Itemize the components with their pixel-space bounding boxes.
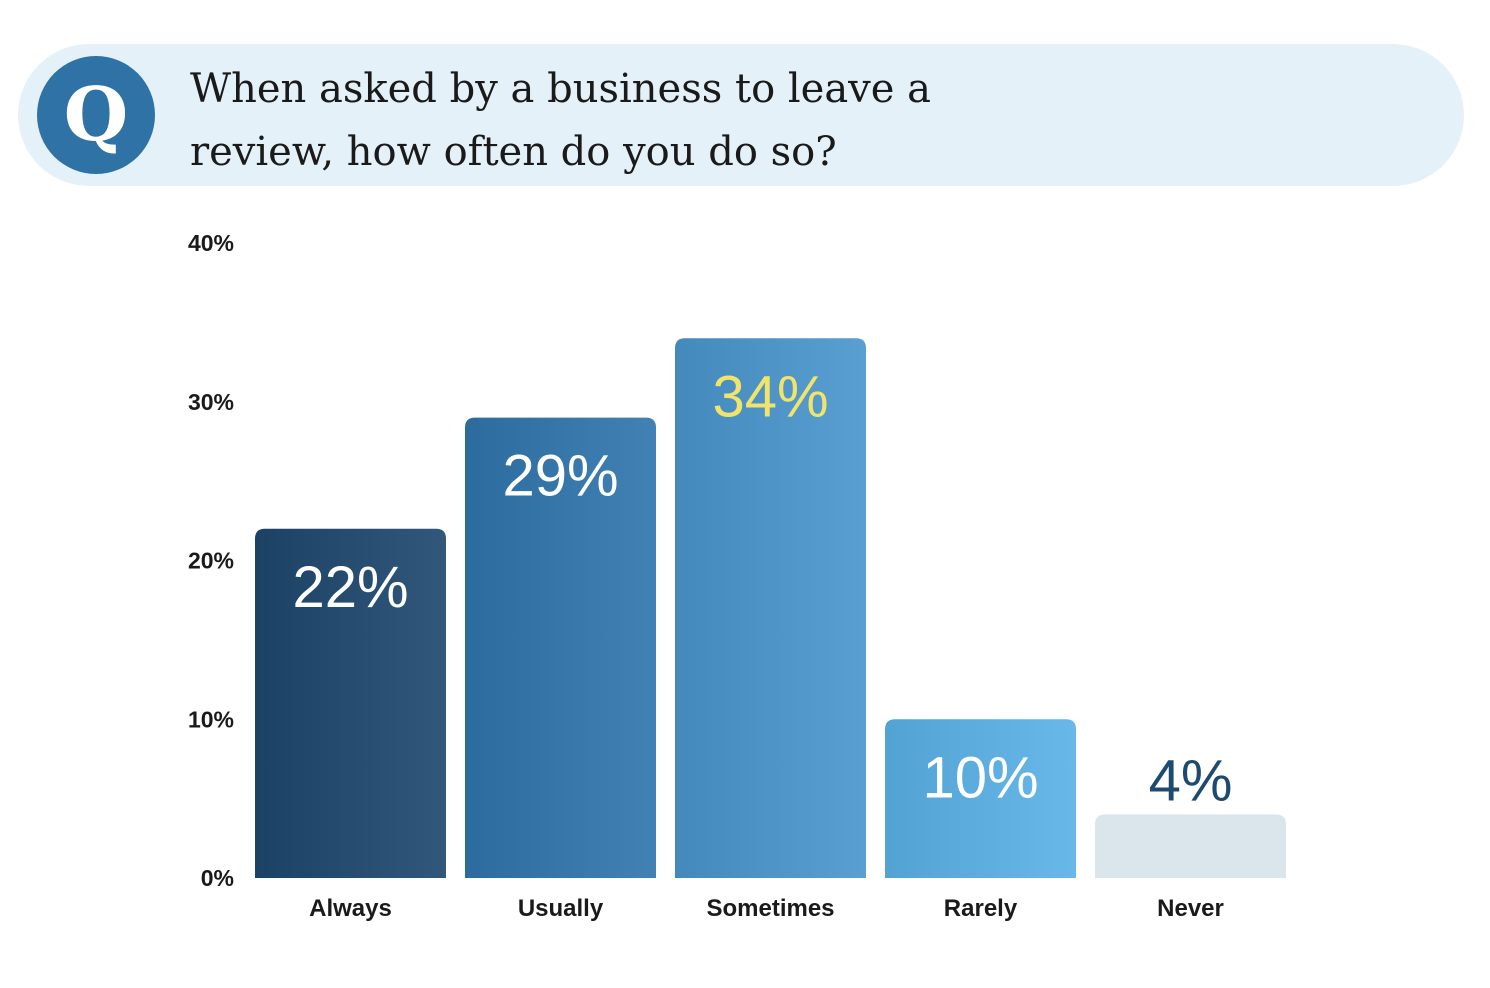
x-tick-label-never: Never: [1157, 895, 1224, 922]
question-banner: [18, 44, 1464, 186]
question-title: When asked by a business to leave a revi…: [190, 58, 1090, 184]
value-label-usually: 29%: [502, 444, 618, 509]
bar-usually: [465, 417, 656, 878]
y-tick-label: 10%: [188, 706, 234, 732]
question-title-line-1: When asked by a business to leave a: [190, 66, 932, 112]
value-label-never: 4%: [1149, 749, 1233, 814]
question-badge-letter: Q: [63, 72, 129, 158]
y-tick-label: 20%: [188, 548, 234, 574]
bar-series: [255, 338, 1286, 878]
y-tick-label: 40%: [188, 230, 234, 256]
value-labels: 22% 29% 34% 10% 4%: [292, 364, 1232, 813]
x-tick-label-sometimes: Sometimes: [706, 895, 834, 922]
bar-sometimes: [675, 338, 866, 878]
bar-never: [1095, 814, 1286, 878]
x-tick-label-rarely: Rarely: [944, 895, 1018, 922]
bar-always: [255, 528, 446, 878]
value-label-always: 22%: [292, 555, 408, 620]
x-axis: Always Usually Sometimes Rarely Never: [309, 895, 1224, 922]
bar-rarely: [885, 719, 1076, 878]
y-tick-label: 30%: [188, 389, 234, 415]
question-badge-icon: Q: [37, 56, 155, 174]
x-tick-label-usually: Usually: [518, 895, 604, 922]
value-label-sometimes: 34%: [712, 364, 828, 429]
value-label-rarely: 10%: [922, 745, 1038, 810]
y-axis: 0% 10% 20% 30% 40%: [188, 230, 234, 891]
question-title-line-2: review, how often do you do so?: [190, 129, 837, 175]
y-tick-label: 0%: [201, 865, 234, 891]
x-tick-label-always: Always: [309, 895, 392, 922]
